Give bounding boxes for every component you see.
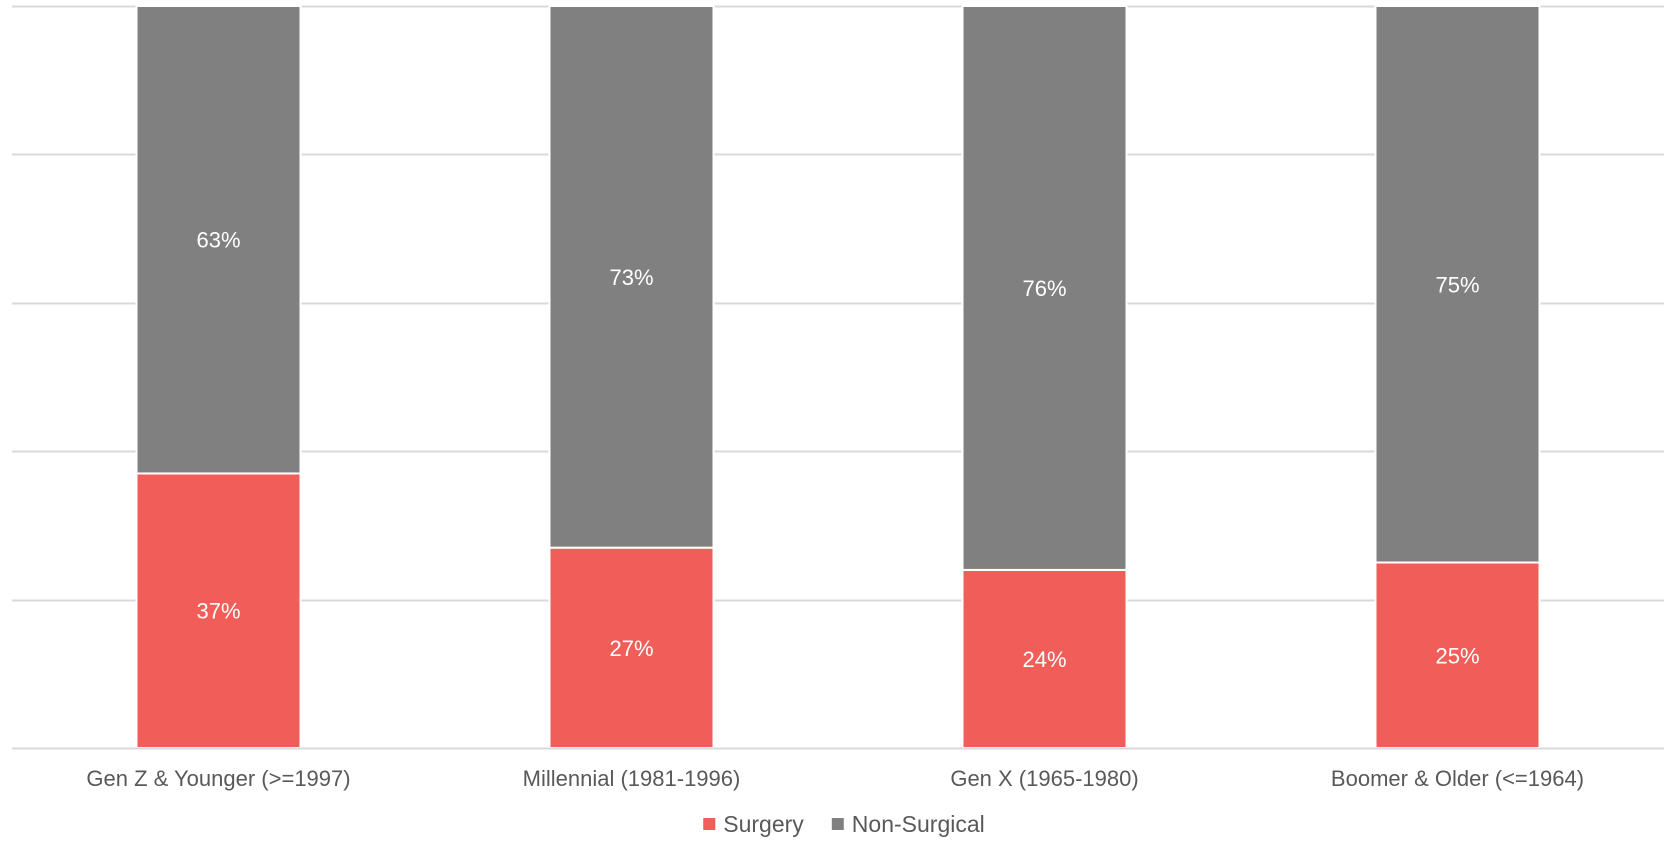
bar-surgery <box>135 472 302 749</box>
legend: Surgery Non-Surgical <box>703 811 985 837</box>
category-label: Millennial (1981-1996) <box>523 766 741 791</box>
legend-swatch <box>703 818 716 830</box>
data-label: 37% <box>196 599 240 624</box>
data-label: 75% <box>1435 272 1479 297</box>
data-label: 24% <box>1022 647 1066 672</box>
category-label: Gen Z & Younger (>=1997) <box>86 766 350 791</box>
legend-item: Surgery <box>703 811 804 837</box>
bar-non-surgical <box>1374 5 1541 564</box>
legend-label: Non-Surgical <box>852 811 985 837</box>
data-label: 63% <box>196 228 240 253</box>
category-label: Gen X (1965-1980) <box>950 766 1138 791</box>
data-label: 76% <box>1022 276 1066 301</box>
bar-non-surgical <box>548 5 715 549</box>
bar-non-surgical <box>961 5 1128 571</box>
legend-swatch <box>831 818 844 830</box>
bar-non-surgical <box>135 5 302 475</box>
bar-surgery <box>1374 561 1541 749</box>
category-label: Boomer & Older (<=1964) <box>1331 766 1584 791</box>
data-labels: 37% 63% 27% 73% 24% 76% 25% 75% <box>196 228 1479 672</box>
x-axis: Gen Z & Younger (>=1997) Millennial (1981… <box>12 747 1664 791</box>
legend-label: Surgery <box>723 811 804 837</box>
data-label: 27% <box>609 636 653 661</box>
data-label: 73% <box>609 265 653 290</box>
data-label: 25% <box>1435 643 1479 668</box>
bars <box>135 5 1541 749</box>
legend-item: Non-Surgical <box>831 811 985 837</box>
